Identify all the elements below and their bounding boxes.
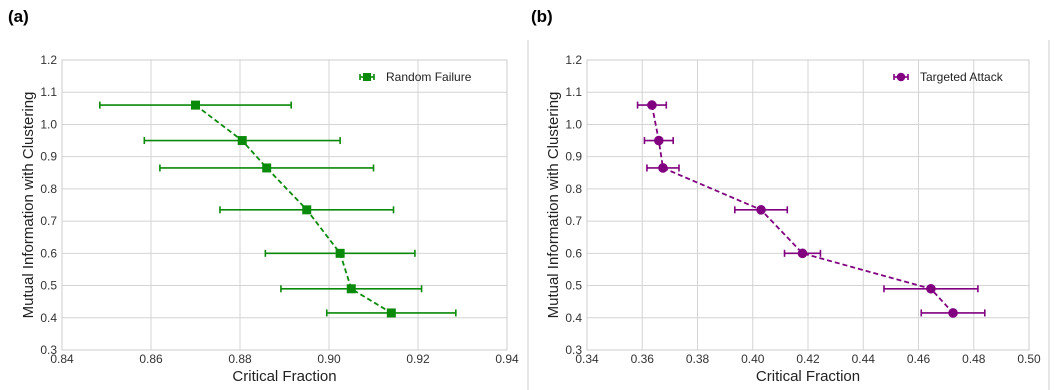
data-point (926, 283, 936, 294)
x-tick-label: 0.38 (686, 352, 710, 366)
legend: Random Failure (359, 70, 472, 84)
y-tick-label: 0.9 (40, 150, 57, 164)
y-axis-label: Mutual Information with Clustering (545, 92, 562, 319)
x-tick-label: 0.92 (406, 352, 430, 366)
panel-label: (b) (531, 7, 553, 26)
panel-label: (a) (8, 7, 29, 26)
plot-area (586, 59, 1030, 351)
y-tick-label: 0.6 (565, 246, 582, 260)
y-tick-label: 0.5 (565, 279, 582, 293)
data-series (636, 100, 986, 318)
y-tick-label: 0.7 (565, 214, 582, 228)
data-point (658, 163, 668, 173)
y-tick-label: 1.0 (565, 117, 582, 131)
data-point (191, 100, 200, 110)
data-point (237, 136, 247, 146)
y-tick-label: 1.2 (565, 53, 582, 67)
y-tick-label: 0.9 (565, 150, 582, 164)
y-tick-label: 0.4 (40, 311, 57, 325)
data-point (756, 205, 766, 215)
x-tick-label: 0.86 (139, 352, 163, 366)
x-tick-label: 0.42 (796, 352, 820, 366)
data-point (262, 163, 272, 173)
x-tick-label: 0.46 (907, 352, 931, 366)
y-tick-label: 1.1 (565, 85, 582, 99)
legend-label: Random Failure (386, 70, 472, 84)
data-point (302, 205, 312, 215)
legend: Targeted Attack (893, 70, 1004, 84)
y-axis-label: Mutual Information with Clustering (20, 92, 37, 319)
y-tick-label: 1.1 (40, 85, 57, 99)
y-tick-label: 0.5 (40, 279, 57, 293)
x-tick-label: 0.88 (228, 352, 252, 366)
legend-marker (896, 72, 906, 82)
y-tick-label: 0.3 (565, 343, 582, 357)
data-point (948, 308, 958, 318)
y-tick-label: 0.7 (40, 214, 57, 228)
x-tick-label: 0.40 (741, 352, 765, 366)
data-point (797, 248, 808, 259)
y-tick-label: 0.3 (40, 343, 57, 357)
data-point (647, 100, 657, 110)
chart-panel-a: (a) 0.3 0.4 0.5 0.6 0.7 0.8 0.9 1.0 1.1 1.2 0.84 0.8… (8, 7, 529, 390)
data-point (386, 308, 396, 318)
x-axis-label: Critical Fraction (756, 368, 860, 385)
plot-area (61, 59, 508, 351)
y-tick-label: 1.0 (40, 117, 57, 131)
x-tick-label: 0.90 (317, 352, 341, 366)
x-axis-label: Critical Fraction (232, 368, 336, 385)
y-tick-label: 1.2 (40, 53, 57, 67)
x-tick-label: 0.94 (495, 352, 519, 366)
legend-marker (363, 73, 371, 81)
y-tick-label: 0.6 (40, 246, 57, 260)
data-series (99, 100, 457, 318)
x-tick-label: 0.84 (50, 352, 74, 366)
y-tick-label: 0.8 (565, 182, 582, 196)
chart-panel-b: (b) 0.3 0.4 0.5 0.6 0.7 0.8 0.9 1.0 1.1 1.2 0.34 0.3… (531, 7, 1050, 390)
legend-label: Targeted Attack (920, 70, 1004, 84)
x-tick-label: 0.34 (575, 352, 599, 366)
x-tick-label: 0.36 (631, 352, 655, 366)
x-tick-label: 0.50 (1017, 352, 1041, 366)
x-tick-label: 0.48 (962, 352, 986, 366)
data-point (346, 284, 356, 294)
y-tick-label: 0.8 (40, 182, 57, 196)
y-tick-label: 0.4 (565, 311, 582, 325)
data-point (335, 248, 345, 258)
x-tick-label: 0.44 (852, 352, 876, 366)
data-point (654, 135, 664, 146)
